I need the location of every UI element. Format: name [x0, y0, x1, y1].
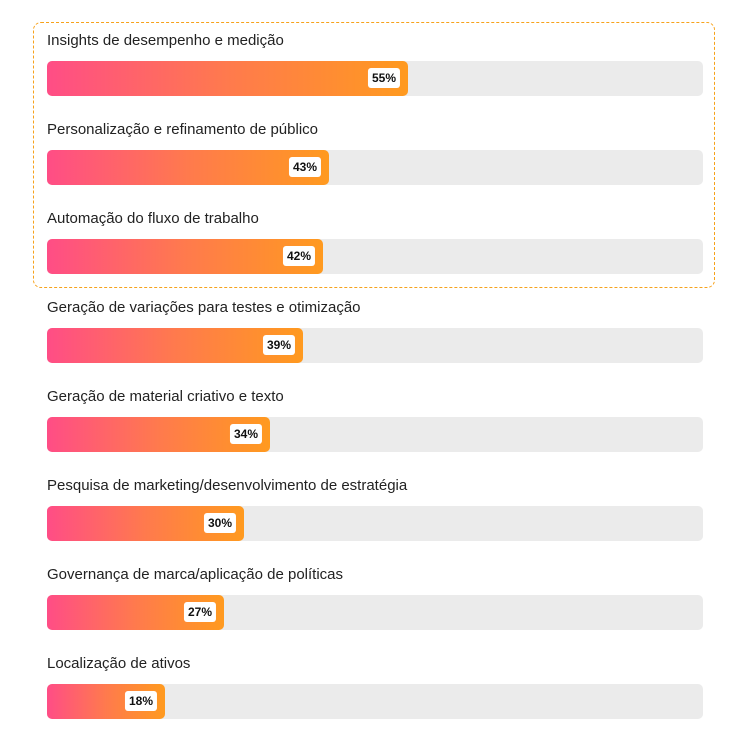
- bar-row: Insights de desempenho e medição 55%: [47, 22, 703, 96]
- value-label: 43%: [288, 157, 321, 177]
- bar: [47, 150, 329, 185]
- bar-track: 55%: [47, 61, 703, 96]
- category-label: Geração de material criativo e texto: [47, 388, 284, 405]
- bar-row: Geração de variações para testes e otimi…: [47, 289, 703, 363]
- value-label: 42%: [282, 246, 315, 266]
- category-label: Automação do fluxo de trabalho: [47, 210, 259, 227]
- value-label: 27%: [183, 602, 216, 622]
- bar-row: Governança de marca/aplicação de polític…: [47, 556, 703, 630]
- bar-row: Automação do fluxo de trabalho 42%: [47, 200, 703, 274]
- bar: [47, 61, 408, 96]
- category-label: Insights de desempenho e medição: [47, 32, 284, 49]
- bar-track: 30%: [47, 506, 703, 541]
- category-label: Localização de ativos: [47, 655, 191, 672]
- bar: [47, 328, 303, 363]
- bar-track: 34%: [47, 417, 703, 452]
- bar: [47, 239, 323, 274]
- value-label: 34%: [229, 424, 262, 444]
- bar-track: 43%: [47, 150, 703, 185]
- bar-track: 18%: [47, 684, 703, 719]
- category-label: Geração de variações para testes e otimi…: [47, 299, 361, 316]
- bar-track: 27%: [47, 595, 703, 630]
- value-label: 55%: [367, 68, 400, 88]
- bar-row: Personalização e refinamento de público 4…: [47, 111, 703, 185]
- bar-track: 42%: [47, 239, 703, 274]
- bar-track: 39%: [47, 328, 703, 363]
- category-label: Pesquisa de marketing/desenvolvimento de…: [47, 477, 408, 494]
- highlight-box: [33, 22, 715, 288]
- value-label: 18%: [124, 691, 157, 711]
- bar-row: Geração de material criativo e texto 34%: [47, 378, 703, 452]
- category-label: Governança de marca/aplicação de polític…: [47, 566, 344, 583]
- category-label: Personalização e refinamento de público: [47, 121, 319, 138]
- bar-row: Pesquisa de marketing/desenvolvimento de…: [47, 467, 703, 541]
- value-label: 39%: [262, 335, 295, 355]
- value-label: 30%: [203, 513, 236, 533]
- bar-row: Localização de ativos 18%: [47, 645, 703, 719]
